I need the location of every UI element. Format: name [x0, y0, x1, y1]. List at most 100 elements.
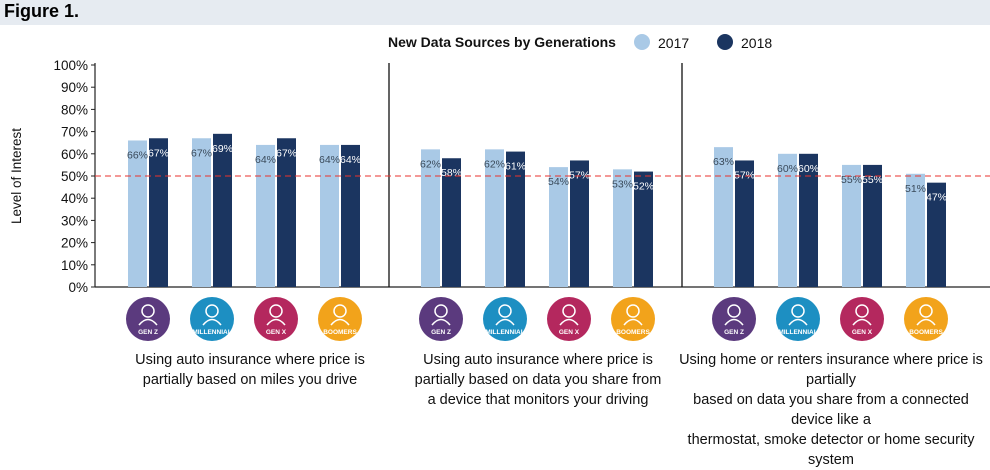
bar-2018	[442, 158, 461, 287]
caption-line: Using auto insurance where price is	[135, 352, 365, 368]
bar-2018	[634, 171, 653, 287]
y-tick-label: 90%	[61, 80, 88, 95]
legend-swatch-2018	[717, 34, 733, 50]
person-shoulders-icon	[330, 318, 350, 326]
data-label-2017: 54%	[548, 176, 569, 188]
data-label-2018: 52%	[633, 181, 654, 193]
person-icon	[269, 304, 283, 318]
bar-2018	[341, 144, 360, 287]
person-shoulders-icon	[431, 318, 451, 326]
generation-label: BOOMERS	[909, 329, 943, 336]
y-axis-label: Level of Interest	[9, 128, 24, 224]
bar-2018	[213, 133, 232, 287]
person-icon	[919, 304, 933, 318]
bar-2017	[906, 173, 925, 287]
person-shoulders-icon	[916, 318, 936, 326]
bar-2017	[714, 147, 733, 287]
person-shoulders-icon	[788, 318, 808, 326]
person-shoulders-icon	[495, 318, 515, 326]
bar-2018	[863, 164, 882, 287]
figure-label: Figure 1.	[4, 1, 80, 21]
generation-label: GEN Z	[724, 329, 744, 336]
person-icon	[727, 304, 741, 318]
bar-2018	[277, 138, 296, 287]
person-shoulders-icon	[202, 318, 222, 326]
y-tick-label: 40%	[61, 191, 88, 206]
chart-title: New Data Sources by Generations	[388, 34, 616, 50]
caption-line: partially based on miles you drive	[142, 372, 358, 388]
data-label-2017: 67%	[191, 147, 212, 159]
person-icon	[333, 304, 347, 318]
person-shoulders-icon	[724, 318, 744, 326]
data-label-2017: 62%	[420, 158, 441, 170]
data-label-2017: 64%	[319, 154, 340, 166]
y-tick-label: 80%	[61, 102, 88, 117]
data-label-2018: 69%	[212, 143, 233, 155]
group-caption-miles: Using auto insurance where price is part…	[95, 350, 405, 390]
generation-label: GEN Z	[431, 329, 451, 336]
generation-label: GEN X	[559, 329, 580, 336]
legend-label-2018: 2018	[741, 35, 772, 51]
bar-2017	[320, 144, 339, 287]
data-label-2017: 53%	[612, 178, 633, 190]
generation-label: GEN X	[852, 329, 873, 336]
generation-label: GEN Z	[138, 329, 158, 336]
data-label-2018: 64%	[340, 154, 361, 166]
data-label-2017: 51%	[905, 183, 926, 195]
bar-2018	[927, 182, 946, 287]
bar-2018	[799, 153, 818, 287]
generation-label: BOOMERS	[323, 329, 357, 336]
bar-2017	[778, 153, 797, 287]
figure-header: Figure 1.	[0, 0, 990, 25]
person-shoulders-icon	[138, 318, 158, 326]
y-tick-label: 20%	[61, 236, 88, 251]
person-shoulders-icon	[266, 318, 286, 326]
data-label-2017: 62%	[484, 158, 505, 170]
data-label-2017: 63%	[713, 156, 734, 168]
person-shoulders-icon	[623, 318, 643, 326]
y-tick-label: 60%	[61, 147, 88, 162]
data-label-2017: 55%	[841, 174, 862, 186]
person-shoulders-icon	[852, 318, 872, 326]
person-icon	[141, 304, 155, 318]
data-label-2017: 64%	[255, 154, 276, 166]
generation-label: BOOMERS	[616, 329, 650, 336]
bar-2017	[421, 149, 440, 287]
person-icon	[562, 304, 576, 318]
person-icon	[791, 304, 805, 318]
caption-line: partially based on data you share from	[414, 372, 662, 388]
y-tick-label: 30%	[61, 213, 88, 228]
bar-2018	[506, 151, 525, 287]
bar-2017	[128, 140, 147, 287]
person-shoulders-icon	[559, 318, 579, 326]
bar-2017	[549, 167, 568, 287]
generation-label: MILLENNIAL	[192, 329, 231, 336]
person-icon	[205, 304, 219, 318]
group-caption-connected-device: Using home or renters insurance where pr…	[672, 350, 990, 470]
person-icon	[498, 304, 512, 318]
generation-label: GEN X	[266, 329, 287, 336]
y-tick-label: 50%	[61, 169, 88, 184]
generation-label: MILLENNIAL	[485, 329, 524, 336]
bar-2017	[256, 144, 275, 287]
data-label-2018: 67%	[276, 147, 297, 159]
data-label-2018: 61%	[505, 161, 526, 173]
data-label-2017: 60%	[777, 163, 798, 175]
data-label-2017: 66%	[127, 149, 148, 161]
bar-2018	[735, 160, 754, 287]
bar-chart: 0% 10% 20% 30% 40% 50% 60% 70% 80% 90% 100% Level o…	[9, 34, 990, 341]
data-label-2018: 55%	[862, 174, 883, 186]
data-label-2018: 47%	[926, 192, 947, 204]
person-icon	[626, 304, 640, 318]
bar-2018	[570, 160, 589, 287]
caption-line: a device that monitors your driving	[427, 392, 649, 408]
data-label-2018: 58%	[441, 167, 462, 179]
bar-2017	[842, 164, 861, 287]
y-tick-label: 0%	[68, 280, 88, 295]
caption-line: based on data you share from a connected…	[693, 392, 969, 428]
data-label-2018: 67%	[148, 147, 169, 159]
data-label-2018: 57%	[734, 169, 755, 181]
caption-line: Using home or renters insurance where pr…	[679, 352, 983, 388]
y-tick-label: 70%	[61, 125, 88, 140]
